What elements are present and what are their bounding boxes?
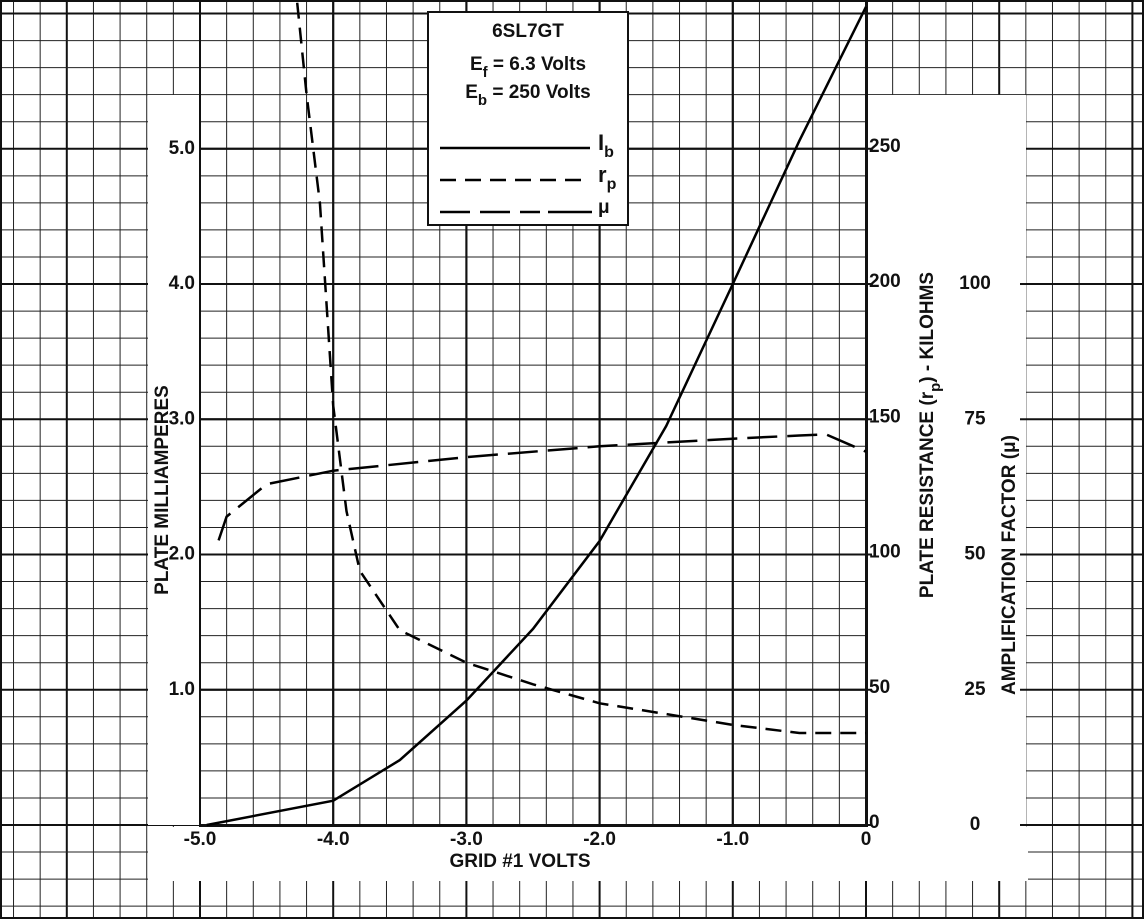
y-axis-label: PLATE MILLIAMPERES [152, 385, 173, 595]
y2-tick-label: 50 [869, 677, 890, 698]
y-tick-label: 1.0 [169, 679, 195, 700]
y2-tick-label: 100 [869, 542, 901, 563]
y3-tick-label: 25 [964, 679, 986, 700]
series-line [295, 2, 866, 735]
x-tick-label: 0 [861, 829, 872, 850]
x-tick-label: -2.0 [583, 829, 616, 850]
ticks: -5.0 -4.0 -3.0 -2.0 -1.0 0 1.0 2.0 3.0 4.0 5.0 0 50 1… [169, 136, 1026, 850]
y2-tick-label: 150 [869, 406, 901, 427]
y3-axis-label: AMPLIFICATION FACTOR (μ) [999, 435, 1020, 695]
x-tick-label: -3.0 [450, 829, 483, 850]
y2-axis-label: PLATE RESISTANCE (rp) - KILOHMS [917, 272, 944, 598]
y3-tick-label: 100 [959, 273, 991, 294]
x-tick-label: -4.0 [317, 829, 350, 850]
y-tick-label: 5.0 [169, 138, 195, 159]
text-part: E [465, 82, 478, 103]
subscript: b [478, 92, 487, 109]
y2-tick-label: 250 [869, 136, 901, 157]
curves [206, 2, 868, 827]
x-tick-label: -1.0 [716, 829, 749, 850]
text-part: PLATE RESISTANCE (r [917, 391, 938, 598]
text-part: E [470, 54, 483, 75]
y2-tick-label: 0 [869, 812, 880, 833]
text-part: = 6.3 Volts [488, 54, 586, 75]
y2-tick-label: 200 [869, 271, 901, 292]
legend-label: μ [598, 197, 610, 218]
y3-tick-label: 50 [964, 544, 985, 565]
series-line [217, 433, 867, 541]
legend-label: rp [598, 162, 617, 193]
legend-label: Ib [598, 130, 614, 161]
y-tick-label: 4.0 [169, 273, 195, 294]
text-part: ) - KILOHMS [917, 272, 938, 383]
subscript: f [483, 64, 489, 81]
y3-tick-label: 75 [964, 408, 986, 429]
label-panels [148, 0, 1028, 881]
legend-box [427, 11, 629, 226]
x-axis-label: GRID #1 VOLTS [449, 851, 590, 872]
series-line [206, 6, 868, 827]
right-panel [868, 95, 1026, 830]
chart-subtitle: Ef = 6.3 Volts [470, 54, 586, 81]
chart-title: 6SL7GT [492, 21, 564, 42]
left-panel [148, 95, 200, 825]
y3-tick-label: 0 [970, 814, 981, 835]
subscript: p [927, 383, 944, 392]
chart-subtitle: Eb = 250 Volts [465, 82, 591, 109]
text-part: = 250 Volts [487, 82, 591, 103]
x-tick-label: -5.0 [184, 829, 217, 850]
y-tick-label: 2.0 [169, 544, 195, 565]
bottom-panel [148, 827, 1028, 881]
y-tick-label: 3.0 [169, 408, 195, 429]
